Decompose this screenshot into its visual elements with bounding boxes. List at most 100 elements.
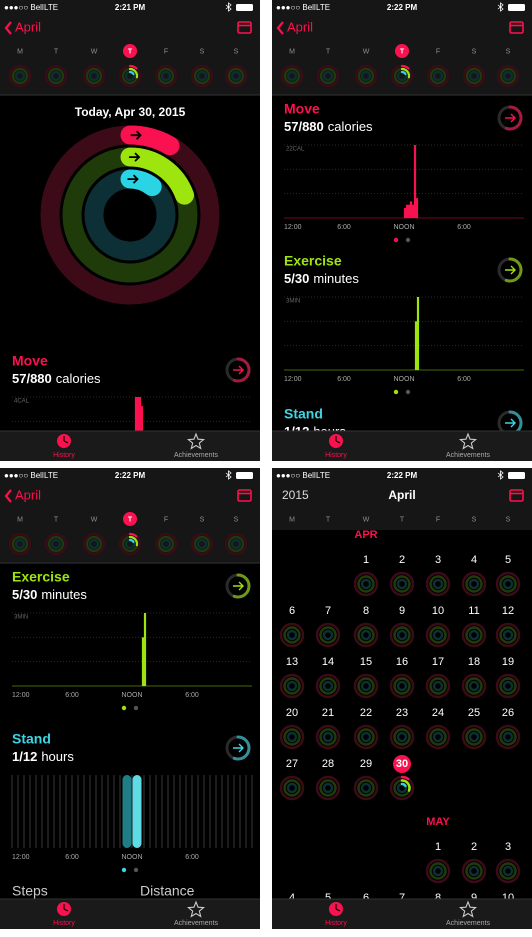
day-ring[interactable] xyxy=(495,724,521,750)
calendar-day[interactable]: 7 xyxy=(325,605,331,617)
calendar-day[interactable]: 1 xyxy=(435,841,441,853)
history-icon-hand[interactable] xyxy=(63,904,69,912)
history-icon-hand[interactable] xyxy=(335,904,341,912)
day-ring[interactable] xyxy=(461,673,487,699)
calendar-day[interactable]: 1 xyxy=(363,554,369,566)
day-ring[interactable] xyxy=(425,724,451,750)
day-ring[interactable] xyxy=(389,622,415,648)
calendar-button[interactable] xyxy=(509,21,524,34)
day-ring[interactable] xyxy=(316,64,340,88)
tab-label[interactable]: Achievements xyxy=(446,452,490,459)
day-ring[interactable] xyxy=(279,622,305,648)
calendar-day[interactable]: 25 xyxy=(468,707,480,719)
calendar-day[interactable]: 27 xyxy=(286,758,298,770)
tab-label[interactable]: Achievements xyxy=(174,920,218,927)
calendar-day[interactable]: 2 xyxy=(399,554,405,566)
day-ring[interactable] xyxy=(279,724,305,750)
day-ring[interactable] xyxy=(315,724,341,750)
day-ring[interactable] xyxy=(279,775,305,801)
day-ring[interactable] xyxy=(224,64,248,88)
history-icon-hand[interactable] xyxy=(63,436,69,444)
page-dot[interactable] xyxy=(393,237,399,243)
page-dot[interactable] xyxy=(133,867,139,873)
calendar-day[interactable]: 6 xyxy=(363,892,369,904)
day-ring[interactable] xyxy=(280,64,304,88)
back-button[interactable]: April xyxy=(287,19,313,34)
day-ring[interactable] xyxy=(461,858,487,884)
calendar-button[interactable] xyxy=(509,489,524,502)
calendar-day[interactable]: 7 xyxy=(399,892,405,904)
achievements-icon[interactable] xyxy=(458,900,478,918)
tab-label[interactable]: History xyxy=(325,452,347,459)
day-ring[interactable] xyxy=(495,858,521,884)
day-ring[interactable] xyxy=(462,64,486,88)
back-button[interactable]: April xyxy=(15,19,41,34)
calendar-day[interactable]: 4 xyxy=(289,892,295,904)
calendar-day[interactable]: 17 xyxy=(432,656,444,668)
page-dot[interactable] xyxy=(393,389,399,395)
day-ring[interactable] xyxy=(315,622,341,648)
calendar-button[interactable] xyxy=(237,21,252,34)
page-dot[interactable] xyxy=(121,867,127,873)
back-button[interactable]: April xyxy=(15,487,41,502)
day-ring[interactable] xyxy=(118,64,142,88)
tab-label[interactable]: History xyxy=(53,452,75,459)
day-ring[interactable] xyxy=(154,64,178,88)
day-ring[interactable] xyxy=(190,532,214,556)
calendar-day[interactable]: 24 xyxy=(432,707,444,719)
back-chevron[interactable] xyxy=(276,21,284,35)
calendar-day[interactable]: 5 xyxy=(505,554,511,566)
day-ring[interactable] xyxy=(389,673,415,699)
day-ring[interactable] xyxy=(389,571,415,597)
achievements-icon[interactable] xyxy=(186,432,206,450)
day-ring[interactable] xyxy=(425,858,451,884)
calendar-day[interactable]: 26 xyxy=(502,707,514,719)
history-icon-hand[interactable] xyxy=(335,436,341,444)
calendar-day[interactable]: 23 xyxy=(396,707,408,719)
calendar-day[interactable]: 11 xyxy=(468,605,479,617)
calendar-day[interactable]: 8 xyxy=(363,605,369,617)
page-dot[interactable] xyxy=(133,705,139,711)
day-ring[interactable] xyxy=(82,64,106,88)
day-ring[interactable] xyxy=(82,532,106,556)
day-ring[interactable] xyxy=(495,571,521,597)
calendar-day[interactable]: 8 xyxy=(435,892,441,904)
day-ring[interactable] xyxy=(118,532,142,556)
day-ring[interactable] xyxy=(154,532,178,556)
day-ring[interactable] xyxy=(224,532,248,556)
calendar-day[interactable]: 21 xyxy=(322,707,334,719)
achievements-icon[interactable] xyxy=(458,432,478,450)
achievements-icon[interactable] xyxy=(186,900,206,918)
day-ring[interactable] xyxy=(315,775,341,801)
calendar-day[interactable]: 20 xyxy=(286,707,298,719)
calendar-day[interactable]: 28 xyxy=(322,758,334,770)
calendar-day[interactable]: 16 xyxy=(396,656,408,668)
day-ring[interactable] xyxy=(279,673,305,699)
calendar-day[interactable]: 9 xyxy=(471,892,477,904)
calendar-day[interactable]: 30 xyxy=(396,758,408,770)
day-ring[interactable] xyxy=(8,532,32,556)
day-ring[interactable] xyxy=(495,622,521,648)
day-ring[interactable] xyxy=(390,64,414,88)
day-ring[interactable] xyxy=(461,724,487,750)
calendar-day[interactable]: 4 xyxy=(471,554,477,566)
tab-label[interactable]: History xyxy=(325,920,347,927)
year[interactable]: 2015 xyxy=(282,488,309,502)
page-dot[interactable] xyxy=(405,389,411,395)
day-ring[interactable] xyxy=(496,64,520,88)
day-ring[interactable] xyxy=(353,673,379,699)
calendar-day[interactable]: 22 xyxy=(360,707,372,719)
day-ring[interactable] xyxy=(353,622,379,648)
calendar-day[interactable]: 5 xyxy=(325,892,331,904)
day-ring[interactable] xyxy=(44,532,68,556)
day-ring[interactable] xyxy=(315,673,341,699)
calendar-day[interactable]: 19 xyxy=(502,656,514,668)
day-ring[interactable] xyxy=(426,64,450,88)
calendar-button[interactable] xyxy=(237,489,252,502)
tab-label[interactable]: History xyxy=(53,920,75,927)
page-dot[interactable] xyxy=(121,705,127,711)
day-ring[interactable] xyxy=(190,64,214,88)
calendar-day[interactable]: 13 xyxy=(286,656,298,668)
day-ring[interactable] xyxy=(425,571,451,597)
back-chevron[interactable] xyxy=(4,21,12,35)
